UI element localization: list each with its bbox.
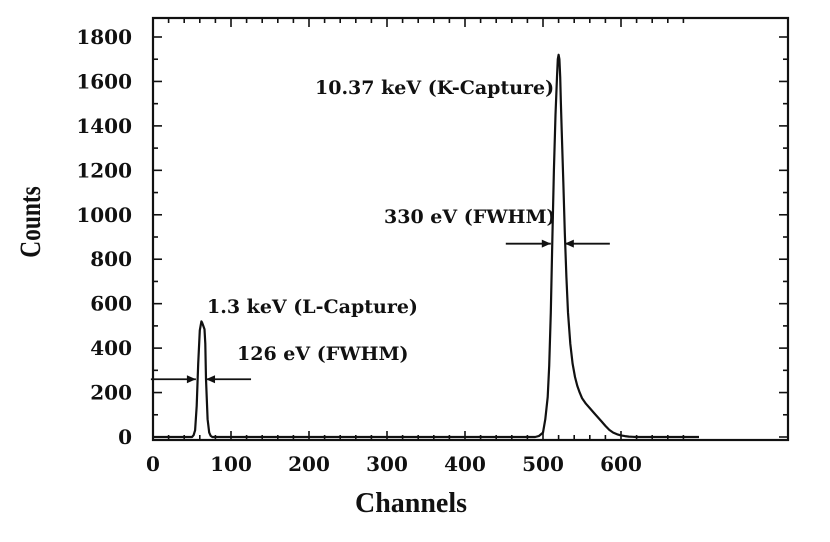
x-tick-label: 600 <box>600 452 642 476</box>
y-tick-label: 1600 <box>76 69 132 93</box>
y-tick-label: 400 <box>90 336 132 360</box>
plot-frame <box>151 16 790 442</box>
y-tick-label: 1000 <box>76 203 132 227</box>
arrowhead <box>564 239 574 248</box>
y-tick-label: 600 <box>90 292 132 316</box>
annotation-k-peak: 10.37 keV (K-Capture) <box>315 77 554 99</box>
annotation-k-fwhm: 330 eV (FWHM) <box>384 206 556 228</box>
annotation-l-peak: 1.3 keV (L-Capture) <box>207 296 418 318</box>
x-tick-label: 200 <box>288 452 330 476</box>
y-axis-title: Counts <box>13 186 46 257</box>
y-tick-label: 1200 <box>76 158 132 182</box>
y-tick-label: 800 <box>90 247 132 271</box>
spectrum-line <box>153 53 699 439</box>
x-tick-label: 500 <box>522 452 564 476</box>
annotation-l-fwhm: 126 eV (FWHM) <box>237 343 409 365</box>
y-tick-label: 1800 <box>76 25 132 49</box>
y-tick-label: 200 <box>90 381 132 405</box>
y-tick-label: 0 <box>118 425 132 449</box>
x-tick-label: 100 <box>210 452 252 476</box>
x-tick-label: 300 <box>366 452 408 476</box>
fwhm-markers <box>150 239 610 384</box>
x-tick-label: 0 <box>146 452 160 476</box>
arrowhead <box>186 375 196 384</box>
x-axis-title: Channels <box>355 488 467 519</box>
tick-labels: 0 100 200 300 400 500 600 0 200 400 600 800 1000 1200… <box>76 25 642 476</box>
x-tick-label: 400 <box>444 452 486 476</box>
arrowhead <box>206 375 216 384</box>
y-tick-label: 1400 <box>76 114 132 138</box>
arrowhead <box>541 239 551 248</box>
